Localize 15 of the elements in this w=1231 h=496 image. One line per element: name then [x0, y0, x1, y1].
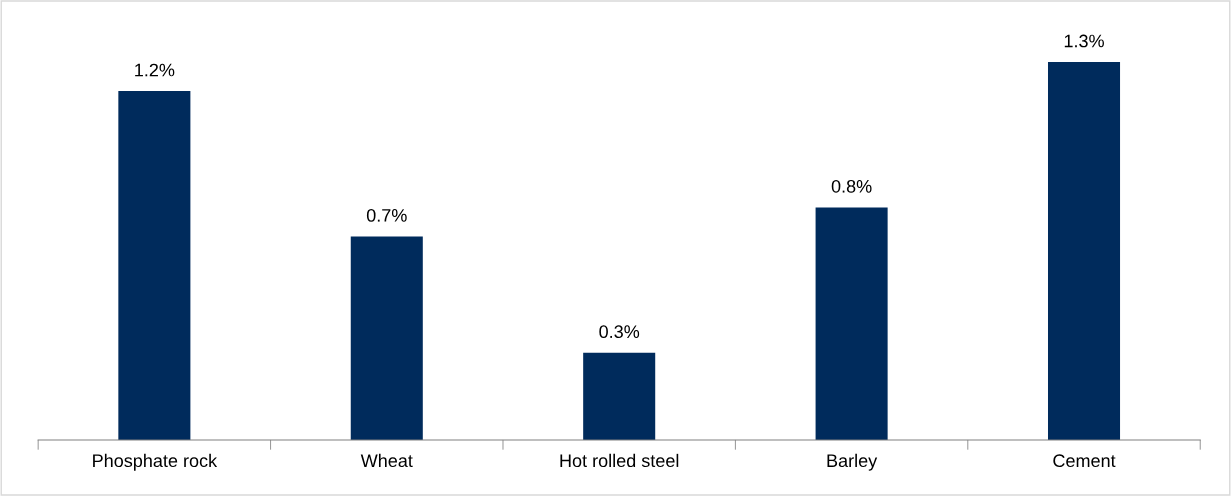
x-tick-label: Barley [827, 453, 878, 471]
data-label: 1.3% [1064, 34, 1104, 48]
data-label: 0.7% [366, 209, 407, 222]
data-label: 1.2% [135, 63, 175, 77]
x-tick-label: Phosphate rock [93, 453, 218, 471]
bar [118, 91, 191, 440]
x-tick-label: Wheat [360, 453, 413, 468]
x-tick-label: Cement [1053, 454, 1116, 468]
bar [1047, 62, 1121, 440]
bar [815, 207, 888, 440]
data-label: 0.3% [599, 325, 640, 339]
bar [583, 352, 656, 440]
bar [350, 236, 423, 440]
data-label: 0.8% [831, 179, 872, 193]
x-tick-label: Hot rolled steel [560, 453, 679, 468]
